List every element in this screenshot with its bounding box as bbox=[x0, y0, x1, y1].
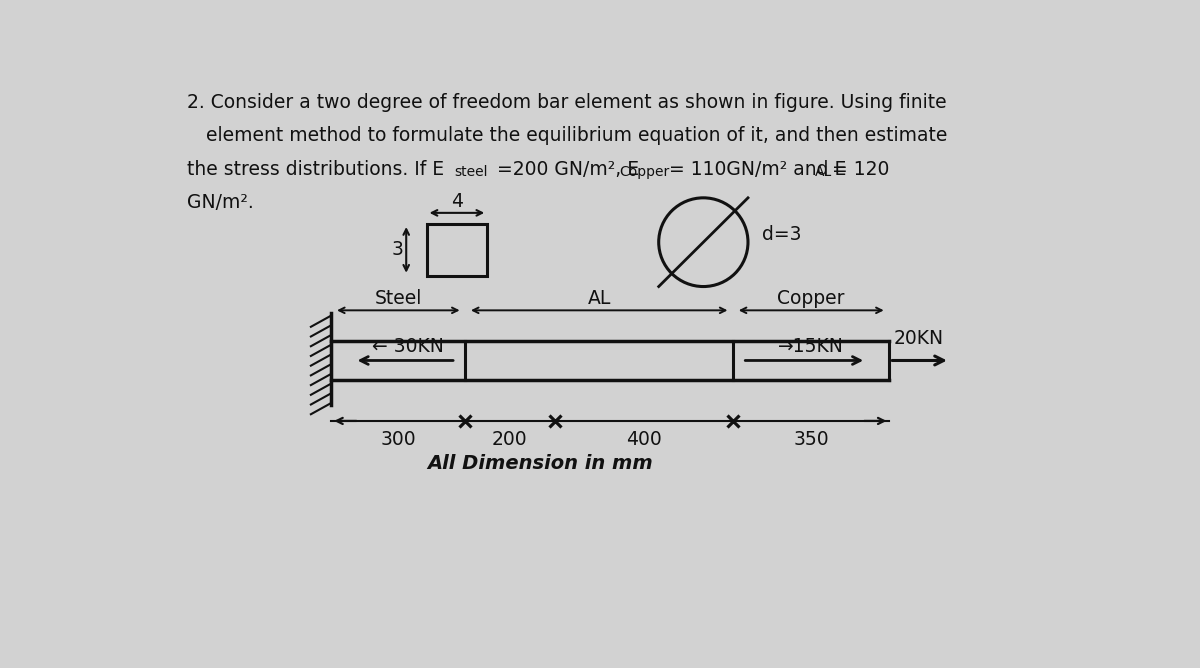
Text: = 110GN/m² and E: = 110GN/m² and E bbox=[668, 160, 846, 179]
Text: →15KN: →15KN bbox=[779, 337, 844, 356]
Text: d=3: d=3 bbox=[762, 225, 802, 244]
Text: the stress distributions. If E: the stress distributions. If E bbox=[187, 160, 444, 179]
Text: 200: 200 bbox=[492, 430, 528, 449]
Text: 3: 3 bbox=[391, 240, 403, 259]
Text: 2. Consider a two degree of freedom bar element as shown in figure. Using finite: 2. Consider a two degree of freedom bar … bbox=[187, 93, 947, 112]
Text: = 120: = 120 bbox=[832, 160, 889, 179]
Text: GN/m².: GN/m². bbox=[187, 193, 254, 212]
Text: Steel: Steel bbox=[374, 289, 422, 308]
Text: steel: steel bbox=[454, 165, 487, 179]
Bar bbox=[427, 224, 487, 276]
Text: 20KN: 20KN bbox=[894, 329, 944, 347]
Text: ← 30KN: ← 30KN bbox=[372, 337, 444, 356]
Text: =200 GN/m², E: =200 GN/m², E bbox=[497, 160, 640, 179]
Text: element method to formulate the equilibrium equation of it, and then estimate: element method to formulate the equilibr… bbox=[206, 126, 947, 146]
Text: 350: 350 bbox=[793, 430, 829, 449]
Text: Copper: Copper bbox=[778, 289, 845, 308]
Text: Copper: Copper bbox=[619, 165, 670, 179]
Text: All Dimension in mm: All Dimension in mm bbox=[427, 454, 654, 474]
Text: 400: 400 bbox=[626, 430, 661, 449]
Text: 4: 4 bbox=[451, 192, 463, 211]
Text: AL: AL bbox=[815, 165, 833, 179]
Text: 300: 300 bbox=[380, 430, 416, 449]
Text: AL: AL bbox=[588, 289, 611, 308]
